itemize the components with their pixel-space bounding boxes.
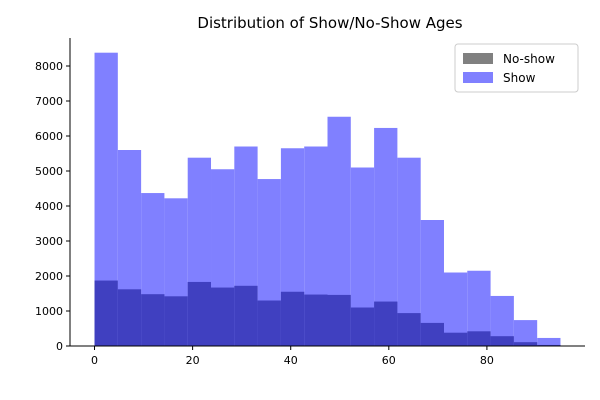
bar-show xyxy=(513,320,538,346)
y-tick-label: 4000 xyxy=(35,200,63,213)
bar-show xyxy=(467,270,491,346)
bar-no-show xyxy=(117,289,142,346)
bar-no-show xyxy=(164,296,188,346)
bar-no-show xyxy=(211,287,235,346)
bar-show xyxy=(374,127,398,346)
y-tick-label: 8000 xyxy=(35,60,63,73)
bar-show xyxy=(490,295,514,346)
x-tick-label: 20 xyxy=(186,354,200,367)
bar-no-show xyxy=(374,301,398,346)
bar-no-show xyxy=(280,291,305,346)
legend: No-show Show xyxy=(454,43,579,93)
bar-show xyxy=(397,157,421,346)
y-tick-label: 2000 xyxy=(35,270,63,283)
y-tick-label: 0 xyxy=(56,340,63,353)
bar-no-show xyxy=(327,294,351,346)
y-tick-label: 1000 xyxy=(35,305,63,318)
axes-group: 0 1000 2000 3000 4000 5000 6000 7000 8000 0 20 40 60… xyxy=(35,38,585,367)
legend-swatch xyxy=(463,53,493,64)
bar-no-show xyxy=(257,300,281,346)
y-tick-label: 7000 xyxy=(35,95,63,108)
bar-no-show xyxy=(513,342,538,346)
bar-show xyxy=(350,167,375,346)
y-tick-label: 3000 xyxy=(35,235,63,248)
y-tick-label: 6000 xyxy=(35,130,63,143)
bar-no-show xyxy=(443,332,468,346)
bar-show xyxy=(420,220,444,346)
bar-no-show xyxy=(397,313,421,346)
bar-no-show xyxy=(94,280,118,346)
y-tick-label: 5000 xyxy=(35,165,63,178)
x-tick-label: 40 xyxy=(284,354,298,367)
bar-show xyxy=(537,337,561,346)
chart-title: Distribution of Show/No-Show Ages xyxy=(197,14,462,32)
bars-group xyxy=(94,52,561,346)
bar-no-show xyxy=(141,294,165,346)
bar-no-show xyxy=(350,307,375,346)
legend-swatch xyxy=(463,72,493,83)
bar-no-show xyxy=(420,322,444,346)
x-tick-label: 80 xyxy=(480,354,494,367)
x-tick-label: 0 xyxy=(91,354,98,367)
bar-no-show xyxy=(490,336,514,346)
bar-no-show xyxy=(467,331,491,346)
legend-label: Show xyxy=(503,71,536,85)
bar-no-show xyxy=(234,285,258,346)
bar-no-show xyxy=(537,344,561,346)
bar-no-show xyxy=(304,294,328,346)
bar-show xyxy=(327,116,351,346)
bar-show xyxy=(94,52,118,346)
legend-label: No-show xyxy=(503,52,555,66)
bar-show xyxy=(443,272,468,346)
bar-no-show xyxy=(187,281,212,346)
x-tick-label: 60 xyxy=(382,354,396,367)
